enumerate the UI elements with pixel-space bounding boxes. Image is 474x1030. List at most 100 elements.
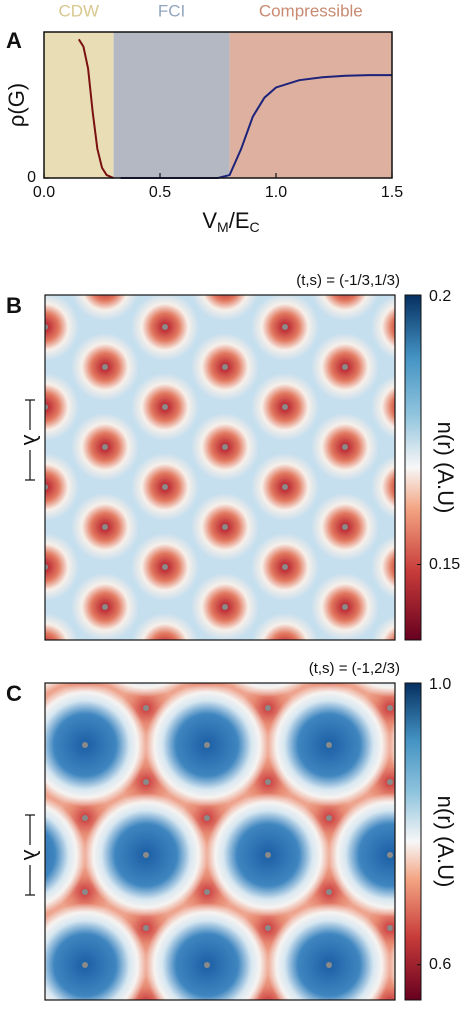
density-peak bbox=[267, 903, 391, 1000]
lattice-site bbox=[45, 404, 48, 410]
map-frame bbox=[44, 294, 396, 641]
panel-label: C bbox=[6, 681, 22, 706]
colorbar-tick-label: 0.6 bbox=[429, 956, 451, 973]
lattice-site bbox=[448, 889, 454, 895]
density-peak bbox=[11, 213, 79, 281]
lattice-site bbox=[326, 889, 332, 895]
lattice-site bbox=[282, 324, 288, 330]
density-peak bbox=[45, 683, 147, 807]
density-peak bbox=[0, 903, 25, 1027]
lattice-site bbox=[204, 742, 210, 748]
density-minimum bbox=[45, 986, 50, 1000]
lattice-site bbox=[45, 324, 48, 330]
colorbar-tick-label: 0.2 bbox=[429, 288, 451, 305]
lattice-site bbox=[265, 852, 271, 858]
density-peak bbox=[251, 613, 319, 640]
colorbar bbox=[404, 294, 422, 641]
lattice-site bbox=[462, 524, 468, 530]
lattice-site bbox=[21, 779, 27, 785]
lattice-site bbox=[21, 705, 27, 711]
density-peak bbox=[106, 683, 186, 697]
density-peak bbox=[371, 614, 395, 640]
density-peak bbox=[191, 295, 259, 321]
region-band bbox=[44, 32, 114, 178]
region-label: Compressible bbox=[259, 1, 363, 20]
lattice-site bbox=[21, 559, 27, 565]
x-tick-label: 0.0 bbox=[33, 184, 55, 201]
density-peak bbox=[311, 295, 379, 321]
density-peak bbox=[45, 613, 79, 640]
density-peak bbox=[389, 938, 395, 992]
lattice-site bbox=[204, 815, 210, 821]
lattice-site bbox=[326, 962, 332, 968]
lattice-site bbox=[387, 852, 393, 858]
lattice-site bbox=[342, 364, 348, 370]
lattice-site bbox=[21, 999, 27, 1005]
density-peak bbox=[350, 683, 395, 697]
lattice-site bbox=[448, 669, 454, 675]
density-map bbox=[0, 462, 454, 1027]
density-peak bbox=[45, 373, 79, 441]
lattice-site bbox=[222, 604, 228, 610]
lattice-site bbox=[162, 404, 168, 410]
density-peak bbox=[45, 903, 147, 1000]
panel-label: B bbox=[6, 293, 22, 318]
scale-label-bg bbox=[22, 430, 38, 450]
lattice-site bbox=[21, 485, 27, 491]
lattice-site bbox=[42, 644, 48, 650]
lattice-site bbox=[82, 742, 88, 748]
x-axis-title-subscript: C bbox=[250, 219, 260, 235]
density-minimum bbox=[45, 912, 50, 944]
lattice-site bbox=[143, 925, 149, 931]
lattice-site bbox=[387, 779, 393, 785]
lattice-site bbox=[462, 284, 468, 290]
panel-label: A bbox=[6, 28, 22, 53]
density-peak bbox=[371, 454, 395, 520]
density-minimum bbox=[0, 536, 50, 588]
lattice-site bbox=[282, 564, 288, 570]
lattice-site bbox=[204, 889, 210, 895]
density-peak bbox=[228, 683, 308, 697]
data-line bbox=[77, 38, 114, 179]
lattice-site bbox=[402, 244, 408, 250]
y-tick-label: 0 bbox=[27, 169, 36, 186]
lattice-site bbox=[82, 815, 88, 821]
lattice-site bbox=[102, 444, 108, 450]
x-tick-label: 1.5 bbox=[381, 184, 403, 201]
lattice-site bbox=[448, 742, 454, 748]
lattice-site bbox=[387, 925, 393, 931]
lattice-site bbox=[282, 484, 288, 490]
density-peak bbox=[0, 573, 19, 641]
x-axis-title-subscript: M bbox=[217, 219, 229, 235]
lattice-site bbox=[448, 522, 454, 528]
x-axis-title-part: /E bbox=[229, 208, 250, 233]
lattice-site bbox=[402, 644, 408, 650]
lattice-site bbox=[326, 815, 332, 821]
scale-label: λ bbox=[19, 850, 44, 861]
colorbar-tick-label: 1.0 bbox=[429, 676, 451, 693]
density-peak bbox=[371, 295, 395, 360]
density-peak bbox=[0, 493, 19, 561]
lattice-site bbox=[102, 364, 108, 370]
density-peak bbox=[71, 295, 139, 321]
density-minimum bbox=[0, 462, 50, 514]
y-axis-title: ρ(G) bbox=[4, 83, 29, 127]
lattice-site bbox=[265, 925, 271, 931]
density-peak bbox=[45, 295, 79, 361]
density-peak bbox=[371, 374, 395, 440]
lattice-site bbox=[82, 889, 88, 895]
density-peak bbox=[45, 683, 64, 694]
lattice-site bbox=[21, 632, 27, 638]
lattice-site bbox=[102, 284, 108, 290]
scale-label: λ bbox=[19, 435, 44, 446]
lattice-site bbox=[143, 705, 149, 711]
x-axis-title-part: V bbox=[202, 208, 217, 233]
lattice-site bbox=[222, 284, 228, 290]
lattice-site bbox=[162, 244, 168, 250]
density-peak bbox=[0, 413, 19, 481]
density-peak bbox=[0, 333, 19, 401]
map-frame bbox=[44, 682, 396, 1001]
density-peak bbox=[45, 796, 86, 914]
density-peak bbox=[389, 718, 395, 772]
